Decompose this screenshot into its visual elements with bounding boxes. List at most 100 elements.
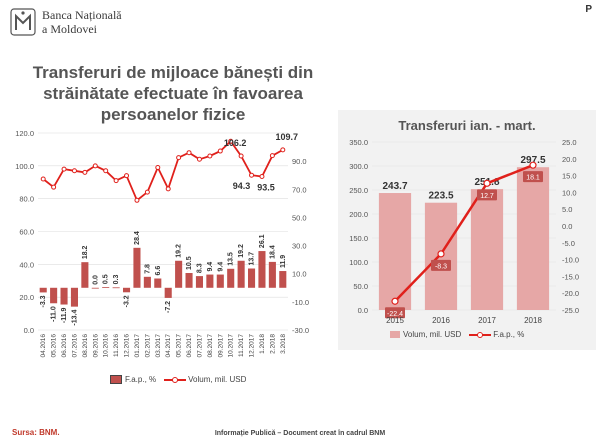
right-axis-tick: 70.0 <box>292 185 307 194</box>
category-tick-label: 01.2017 <box>134 334 141 358</box>
right-chart-left-tick: 50.0 <box>353 282 368 291</box>
right-legend-line-label: F.a.p., % <box>493 330 525 339</box>
category-tick-label: 12.2016 <box>124 334 131 358</box>
bank-name-line1: Banca Națională <box>42 8 122 22</box>
year-tick-label: 2016 <box>432 316 450 325</box>
volume-point <box>238 153 244 159</box>
volume-point <box>61 166 67 172</box>
category-tick-label: 08.2017 <box>207 334 214 358</box>
bank-name: Banca Națională a Moldovei <box>42 8 122 36</box>
fap-label-box <box>523 171 543 183</box>
bar-fap <box>123 287 131 293</box>
right-chart-right-tick: 15.0 <box>562 172 577 181</box>
left-legend-line-label: Volum, mil. USD <box>188 375 247 384</box>
category-tick-label: 02.2017 <box>144 334 151 358</box>
right-chart-left-tick: 0.0 <box>358 306 368 315</box>
bar-data-label: 0.5 <box>103 274 110 284</box>
right-legend-bar-label: Volum, mil. USD <box>403 330 462 339</box>
bar-data-label: 26.1 <box>259 234 266 248</box>
year-tick-label: 2018 <box>524 316 542 325</box>
right-chart-right-tick: 0.0 <box>562 222 572 231</box>
volume-point <box>51 184 57 190</box>
bar-fap <box>70 287 78 307</box>
bar-data-label: 9.4 <box>207 262 214 272</box>
category-tick-label: 11.2017 <box>238 334 245 357</box>
bar-data-label: 28.4 <box>134 231 141 245</box>
fap-point <box>529 161 537 169</box>
volume-point <box>103 168 109 174</box>
category-tick-label: 05.2017 <box>176 334 183 358</box>
volume-bar-label: 223.5 <box>428 191 453 202</box>
left-legend: F.a.p., % Volum, mil. USD <box>110 375 246 384</box>
volume-data-label: 106.2 <box>224 138 247 148</box>
bar-data-label: 19.2 <box>238 244 245 258</box>
volume-point <box>280 147 286 153</box>
bar-data-label: 7.8 <box>144 264 151 274</box>
volume-point <box>92 163 98 169</box>
right-legend: Volum, mil. USD F.a.p., % <box>390 330 524 339</box>
volume-point <box>40 176 46 182</box>
bar-data-label: 9.4 <box>217 262 224 272</box>
volume-bar <box>470 189 504 310</box>
right-chart-right-tick: 5.0 <box>562 205 572 214</box>
volume-point <box>186 150 192 156</box>
category-tick-label: 05.2016 <box>51 334 58 358</box>
category-tick-label: 12.2017 <box>249 334 256 358</box>
footer-note: Informație Publică – Document creat în c… <box>214 430 386 437</box>
volume-point <box>144 189 150 195</box>
bar-fap <box>279 271 287 288</box>
volume-point <box>155 164 161 170</box>
bar-fap <box>268 261 276 288</box>
bar-fap <box>133 247 141 288</box>
volume-data-label: 94.3 <box>233 181 251 191</box>
fap-label-box <box>431 259 451 271</box>
left-axis-tick: 80.0 <box>19 195 34 204</box>
bar-data-label: -11.9 <box>61 307 68 323</box>
fap-data-label: 18.1 <box>526 175 540 182</box>
right-chart-right-tick: -15.0 <box>562 272 579 281</box>
volume-bar-label: 243.7 <box>382 181 407 192</box>
right-axis-tick: 90.0 <box>292 157 307 166</box>
category-tick-label: 1.2018 <box>259 334 266 354</box>
right-chart-right-tick: 20.0 <box>562 155 577 164</box>
right-chart-left-tick: 200.0 <box>349 210 368 219</box>
right-legend-bar-swatch <box>390 331 400 338</box>
bar-fap <box>91 287 99 289</box>
bar-fap <box>175 260 183 288</box>
right-chart-right-tick: -10.0 <box>562 256 579 265</box>
right-axis-tick: 30.0 <box>292 242 307 251</box>
fap-point <box>483 179 491 187</box>
left-axis-tick: 60.0 <box>19 228 34 237</box>
volume-point <box>207 153 213 159</box>
fap-data-label: 12.7 <box>480 193 494 200</box>
volume-point <box>71 168 77 174</box>
category-tick-label: 07.2017 <box>196 334 203 358</box>
bar-data-label: -11.0 <box>51 306 58 322</box>
legend-line-swatch <box>164 376 187 383</box>
bar-fap <box>248 268 256 288</box>
source-note: Sursa: BNM. <box>12 428 60 437</box>
volume-bar <box>378 193 412 310</box>
right-chart-left-tick: 150.0 <box>349 234 368 243</box>
left-axis-tick: 40.0 <box>19 260 34 269</box>
category-tick-label: 2.2018 <box>269 334 276 354</box>
category-tick-label: 11.2016 <box>113 334 120 357</box>
volume-point <box>82 169 88 175</box>
fap-point <box>437 250 445 258</box>
bar-fap <box>206 274 214 288</box>
bar-data-label: -7.2 <box>165 301 172 313</box>
right-chart-right-tick: -20.0 <box>562 289 579 298</box>
right-chart: 0.0 50.0 100.0 150.0 200.0 250.0 300.0 350.0 -25… <box>349 138 579 325</box>
bar-fap <box>50 287 58 304</box>
bar-fap <box>258 251 266 288</box>
bar-fap <box>216 274 224 288</box>
bar-data-label: -13.4 <box>71 310 78 326</box>
corner-letter: P <box>585 4 592 15</box>
left-axis-tick: 0.0 <box>24 326 34 335</box>
bar-data-label: 13.5 <box>228 252 235 266</box>
bar-fap <box>112 287 120 289</box>
fap-point <box>391 297 399 305</box>
volume-point <box>228 138 234 144</box>
volume-data-label: 109.7 <box>276 132 299 142</box>
bar-data-label: 0.3 <box>113 275 120 285</box>
